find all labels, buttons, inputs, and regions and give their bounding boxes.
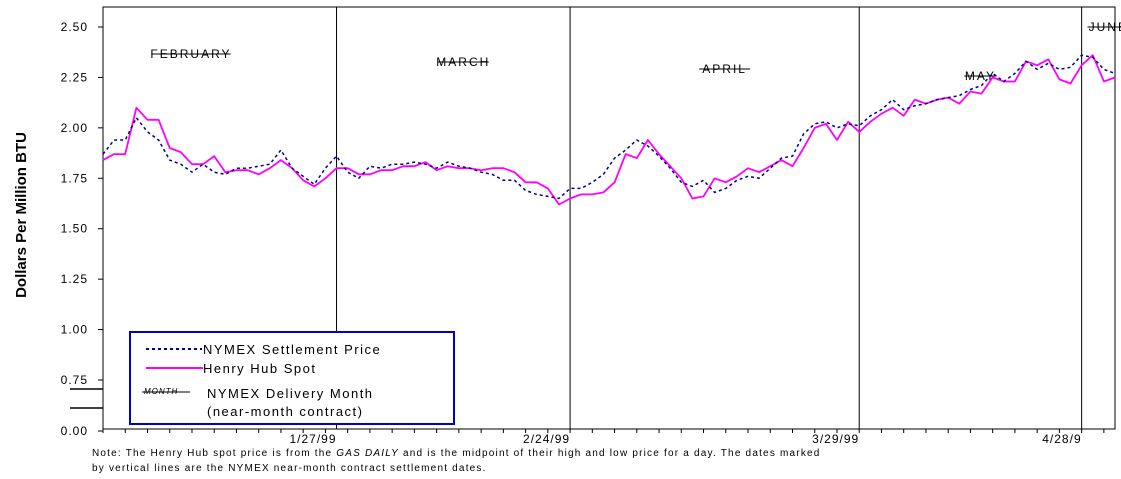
y-tick-label: 2.25 — [61, 70, 88, 84]
footnote-line-1: Note: The Henry Hub spot price is from t… — [92, 448, 821, 459]
x-tick-label: 2/24/99 — [523, 432, 570, 446]
x-tick-label: 4/28/9 — [1042, 432, 1081, 446]
x-tick-label: 1/27/99 — [289, 432, 336, 446]
legend-label-henry-hub: Henry Hub Spot — [203, 361, 317, 376]
legend-label-near-month: (near-month contract) — [207, 404, 364, 419]
x-axis: 1/27/99 2/24/99 3/29/99 4/28/9 — [102, 429, 1105, 446]
legend-label-nymex: NYMEX Settlement Price — [203, 342, 381, 357]
footnote-source: GAS DAILY — [336, 448, 399, 459]
y-tick-label: 2.50 — [61, 20, 88, 34]
y-tick-label: 0.00 — [61, 424, 88, 438]
x-tick-label: 3/29/99 — [812, 432, 859, 446]
footnote-line-1b: and is the midpoint of their high and lo… — [399, 448, 821, 459]
y-tick-label: 2.00 — [61, 121, 88, 135]
plot-area — [102, 6, 1116, 430]
y-axis: 0.00 0.75 1.00 1.25 1.50 1.75 2.00 2.25 2.50 — [61, 20, 103, 438]
legend: NYMEX Settlement Price Henry Hub Spot MO… — [129, 331, 455, 425]
series-line-henry-hub-spot — [102, 54, 1116, 206]
month-labels: FEBRUARYMARCHAPRILMAYJUNE — [150, 20, 1121, 83]
footnote-line-1a: Note: The Henry Hub spot price is from t… — [92, 448, 336, 459]
y-tick-label: 1.50 — [61, 222, 88, 236]
y-tick-label: 0.75 — [61, 373, 88, 387]
y-tick-label: 1.00 — [61, 323, 88, 337]
y-tick-label: 1.75 — [61, 171, 88, 185]
legend-box — [129, 331, 455, 425]
series-group — [102, 54, 1116, 206]
series-line-nymex-settlement — [102, 54, 1116, 200]
legend-label-delivery-month: NYMEX Delivery Month — [207, 386, 374, 401]
y-axis-label: Dollars Per Million BTU — [13, 132, 30, 298]
footnote-line-2: by vertical lines are the NYMEX near-mon… — [92, 463, 487, 474]
y-tick-label: 1.25 — [61, 272, 88, 286]
